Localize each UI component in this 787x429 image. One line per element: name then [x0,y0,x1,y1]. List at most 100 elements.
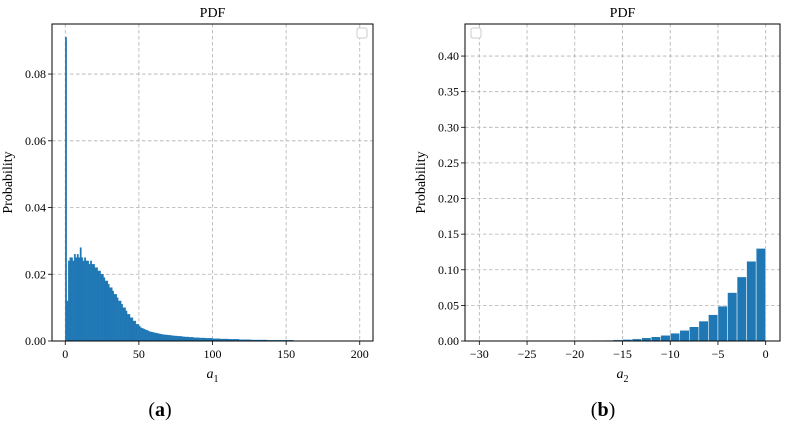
bar [106,280,109,342]
bar [157,333,160,342]
y-tick-label: 0.04 [25,201,46,215]
caption-b-open: ( [590,399,598,421]
bar [134,320,137,342]
bar [188,337,191,342]
bar [196,337,198,342]
y-tick-label: 0.15 [438,227,459,241]
bar [698,320,709,342]
bar [76,254,79,342]
y-tick-label: 0.06 [25,134,46,148]
y-tick-label: 0.20 [438,192,459,206]
bar [137,324,140,342]
bar [121,304,123,342]
bar [181,336,184,342]
bar [125,310,128,342]
y-axis-label: Probability [1,151,16,213]
x-axis-label-var: a [207,367,214,382]
bars-a1 [65,37,363,342]
x-axis-label: a1 [207,367,219,385]
x-tick-label: 200 [351,347,369,361]
bar [669,332,681,342]
bar [107,284,110,342]
bar [156,333,159,342]
bar [174,335,176,342]
bar [87,260,89,342]
bar [169,335,172,342]
chart-title: PDF [200,6,226,21]
x-tick-label: 150 [277,347,295,361]
legend-box [470,27,482,39]
bar [103,277,106,342]
bar [159,333,162,342]
bar [194,337,197,342]
bar [166,334,169,342]
x-tick-label: 50 [133,347,145,361]
x-tick-label: 100 [204,347,222,361]
bar [746,260,757,342]
bar [193,337,195,342]
bar [115,294,117,342]
bar [179,336,182,342]
y-tick-label: 0.30 [438,120,459,134]
bar [119,300,122,342]
x-tick-label: −15 [613,347,632,361]
bar [110,287,113,342]
bar [97,270,100,342]
bar [717,305,728,342]
bar [113,294,116,342]
caption-a: (a) [130,399,190,422]
bar [91,264,94,342]
bar [185,336,188,342]
bar [171,335,173,342]
caption-a-open: ( [148,399,155,421]
x-tick-label: −20 [565,347,584,361]
bar [190,337,193,342]
bar [184,336,187,342]
bar [112,290,114,342]
bar [182,336,185,342]
bar [73,254,76,342]
bar [72,260,75,342]
bar [146,330,148,342]
bar [70,257,73,342]
bar [177,336,179,342]
bar [84,257,87,342]
bar [66,300,69,342]
caption-a-letter: a [155,399,165,421]
x-axis-label-sub: 2 [624,374,629,385]
bar [104,280,107,342]
caption-a-close: ) [165,399,172,421]
bar [187,336,190,342]
bar [129,317,132,342]
bar [88,264,91,342]
bar [175,335,178,342]
bar [150,331,153,342]
bar [162,334,165,342]
bar [126,314,129,342]
caption-b-close: ) [608,399,616,421]
bar [94,267,97,342]
bar [75,257,78,342]
y-tick-label: 0.35 [438,85,459,99]
bar [93,264,95,342]
bar [143,328,145,342]
bar [138,325,141,342]
x-tick-label: −10 [661,347,680,361]
bar [191,337,194,342]
y-tick-label: 0.25 [438,156,459,170]
y-tick-label: 0.10 [438,263,459,277]
bar [132,320,135,342]
bar [65,37,67,342]
bar [168,335,170,342]
bar [178,336,181,342]
bar [118,300,120,342]
bar [163,334,166,342]
bar [197,337,200,342]
bar [124,307,126,342]
legend-box [356,27,368,39]
y-tick-label: 0.05 [438,298,459,312]
bar [68,260,70,342]
bar [79,247,82,342]
bar [149,331,151,342]
